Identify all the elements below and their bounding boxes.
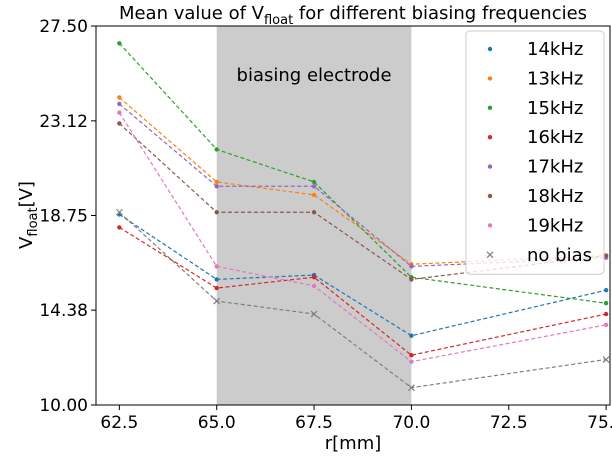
x-axis-label: r[mm] <box>325 433 382 454</box>
series-14kHz <box>117 212 609 338</box>
title-sub: float <box>264 13 293 28</box>
legend-box <box>465 30 605 275</box>
legend-marker <box>487 193 493 199</box>
data-point <box>214 147 219 152</box>
chart-title: Mean value of Vfloat for different biasi… <box>119 3 587 28</box>
data-point <box>311 179 317 185</box>
legend-label: 13kHz <box>527 68 583 89</box>
legend-marker <box>487 223 493 228</box>
legend-marker <box>486 251 494 259</box>
legend-marker <box>487 46 493 52</box>
data-point <box>214 184 219 189</box>
x-tick-label: 75.0 <box>587 413 612 433</box>
data-point <box>602 356 610 363</box>
data-point <box>603 311 609 317</box>
data-point <box>214 285 219 291</box>
y-tick-label: 23.12 <box>39 112 88 132</box>
x-tick-label: 70.0 <box>392 413 430 433</box>
ylabel-sub: float <box>26 207 41 236</box>
data-point <box>214 264 219 269</box>
shaded-region <box>216 26 412 405</box>
data-point <box>409 277 414 282</box>
y-tick-label: 10.00 <box>39 396 88 416</box>
data-point <box>115 208 123 216</box>
x-tick-label: 65.0 <box>198 413 236 433</box>
shaded-region-label: biasing electrode <box>237 65 392 86</box>
data-point <box>311 192 317 198</box>
legend-label: no bias <box>527 245 592 266</box>
data-point <box>117 121 122 126</box>
series-no-bias <box>115 208 610 392</box>
data-point <box>117 95 122 100</box>
series-line <box>119 213 607 337</box>
ticks-layer: 62.5 65.0 67.5 70.0 72.5 75.0 10.00 14.38 18.75 2… <box>39 17 612 433</box>
legend-label: 19kHz <box>527 215 583 236</box>
y-tick-label: 14.38 <box>39 301 88 321</box>
ylabel-rest: [V] <box>16 181 37 207</box>
y-tick-label: 27.50 <box>39 17 88 37</box>
series-16kHz <box>117 225 609 358</box>
legend-label: 17kHz <box>527 157 583 178</box>
series-line <box>119 226 607 356</box>
legend-marker <box>487 135 493 140</box>
data-point <box>311 184 317 189</box>
data-point <box>603 301 609 306</box>
data-point <box>214 210 219 215</box>
legend-label: 14kHz <box>527 39 583 60</box>
title-main: Mean value of V <box>119 3 265 24</box>
data-point <box>310 310 318 318</box>
series-15kHz <box>117 41 609 306</box>
data-point <box>117 41 122 46</box>
y-tick-label: 18.75 <box>39 207 88 227</box>
legend-label: 16kHz <box>527 127 583 148</box>
data-point <box>603 288 609 293</box>
data-point <box>311 283 317 289</box>
data-point <box>117 110 122 115</box>
legend: 14kHz 13kHz 15kHz 16kHz 17kHz 18kHz 19kHz no bi… <box>465 30 605 275</box>
y-axis-label: Vfloat[V] <box>16 181 41 249</box>
data-point <box>407 384 415 392</box>
legend-label: 15kHz <box>527 98 583 119</box>
data-point <box>311 210 317 215</box>
data-point <box>409 333 414 338</box>
ylabel-main: V <box>16 236 37 249</box>
legend-marker <box>487 164 493 169</box>
x-tick-label: 67.5 <box>295 413 333 433</box>
legend-marker <box>487 105 493 111</box>
data-point <box>213 297 221 305</box>
data-point <box>603 322 609 328</box>
data-point <box>409 264 414 269</box>
x-tick-label: 62.5 <box>100 413 138 433</box>
series-19kHz <box>117 110 609 364</box>
legend-marker <box>487 76 493 81</box>
data-point <box>409 352 414 358</box>
data-point <box>117 101 122 107</box>
data-point <box>214 179 219 185</box>
data-point <box>214 277 219 282</box>
data-point <box>603 253 609 258</box>
data-point <box>409 359 414 364</box>
title-rest: for different biasing frequencies <box>293 3 587 24</box>
shade-layer <box>216 26 412 405</box>
legend-label: 18kHz <box>527 186 583 207</box>
data-point <box>117 225 122 230</box>
data-point <box>311 275 317 280</box>
x-tick-label: 72.5 <box>490 413 528 433</box>
